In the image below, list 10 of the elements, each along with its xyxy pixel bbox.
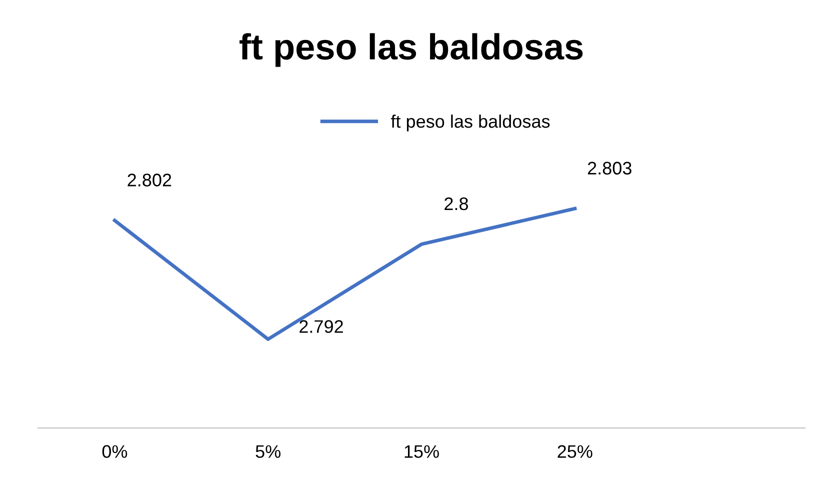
legend-label: ft peso las baldosas	[390, 114, 550, 132]
x-tick-label: 25%	[558, 445, 592, 458]
data-label: 2.802	[128, 174, 172, 186]
data-label: 2.803	[588, 162, 632, 175]
x-tick-label: 15%	[404, 445, 439, 458]
data-label: 2.8	[444, 197, 468, 210]
x-tick-label: 0%	[102, 445, 128, 458]
data-label: 2.792	[300, 320, 343, 333]
chart-title: ft peso las baldosas	[240, 33, 583, 67]
x-tick-label: 5%	[256, 445, 281, 458]
